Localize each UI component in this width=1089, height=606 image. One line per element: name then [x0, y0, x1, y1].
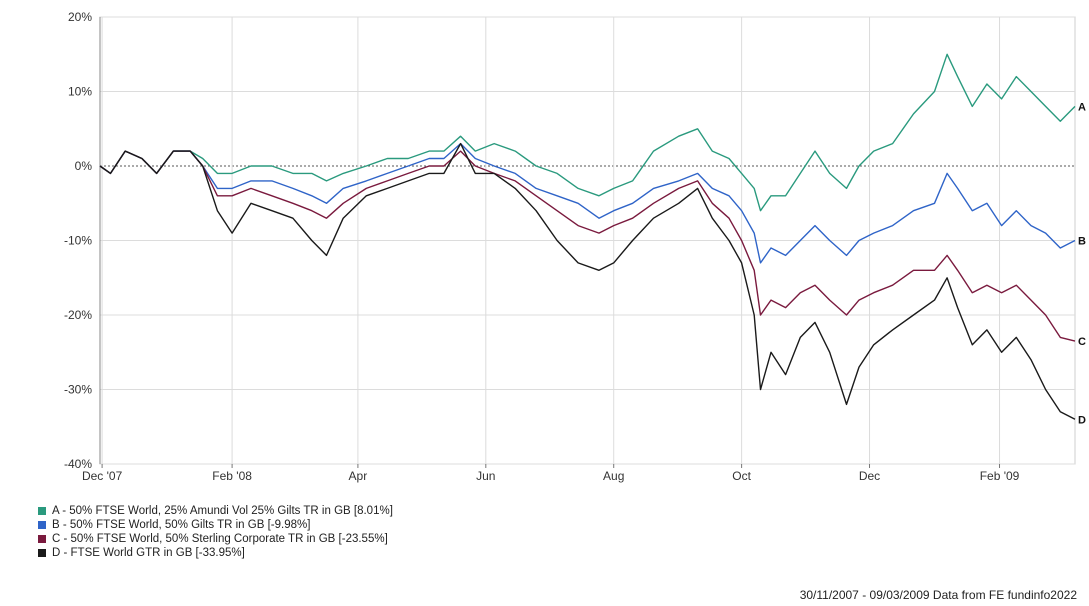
legend: A - 50% FTSE World, 25% Amundi Vol 25% G… — [38, 504, 393, 560]
y-tick-label: -40% — [64, 457, 92, 471]
legend-item-b[interactable]: B - 50% FTSE World, 50% Gilts TR in GB [… — [38, 518, 393, 532]
series-line-b — [99, 142, 1076, 264]
legend-label-b: B - 50% FTSE World, 50% Gilts TR in GB [… — [52, 519, 311, 531]
series-line-c — [99, 150, 1076, 342]
y-tick-label: -20% — [64, 308, 92, 322]
performance-line-chart: 20% 10% 0% -10% -20% -30% -40% Dec '07 Feb '08 A… — [64, 10, 1086, 483]
legend-swatch-c — [38, 535, 46, 543]
x-tick-label: Jun — [476, 469, 495, 483]
x-tick-label: Dec — [859, 469, 880, 483]
x-tick-label: Oct — [732, 469, 751, 483]
legend-item-a[interactable]: A - 50% FTSE World, 25% Amundi Vol 25% G… — [38, 504, 393, 518]
series-end-labels: A B C D — [1078, 101, 1086, 426]
x-tick-label: Feb '08 — [212, 469, 252, 483]
x-tick-label: Dec '07 — [82, 469, 123, 483]
x-tick-label: Aug — [603, 469, 624, 483]
y-axis: 20% 10% 0% -10% -20% -30% -40% — [64, 10, 101, 471]
legend-swatch-d — [38, 549, 46, 557]
series-line-a — [99, 53, 1076, 212]
y-tick-label: 0% — [75, 159, 93, 173]
legend-label-d: D - FTSE World GTR in GB [-33.95%] — [52, 547, 245, 559]
x-tick-label: Feb '09 — [980, 469, 1020, 483]
end-label-b: B — [1078, 236, 1086, 248]
y-tick-label: -10% — [64, 234, 92, 248]
end-label-c: C — [1078, 336, 1086, 348]
end-label-a: A — [1078, 101, 1086, 113]
x-tick-label: Apr — [349, 469, 368, 483]
legend-item-c[interactable]: C - 50% FTSE World, 50% Sterling Corpora… — [38, 532, 393, 546]
legend-label-a: A - 50% FTSE World, 25% Amundi Vol 25% G… — [52, 505, 393, 517]
y-tick-label: 10% — [68, 85, 92, 99]
y-tick-label: 20% — [68, 10, 92, 24]
end-label-d: D — [1078, 414, 1086, 426]
legend-swatch-b — [38, 521, 46, 529]
x-axis: Dec '07 Feb '08 Apr Jun Aug Oct Dec Feb '09 — [82, 464, 1020, 483]
legend-label-c: C - 50% FTSE World, 50% Sterling Corpora… — [52, 533, 388, 545]
grid-lines — [99, 16, 1076, 465]
series-line-d — [99, 142, 1076, 420]
series-lines — [99, 53, 1076, 420]
legend-swatch-a — [38, 507, 46, 515]
y-tick-label: -30% — [64, 383, 92, 397]
legend-item-d[interactable]: D - FTSE World GTR in GB [-33.95%] — [38, 546, 393, 560]
date-range-source-footer: 30/11/2007 - 09/03/2009 Data from FE fun… — [799, 588, 1077, 602]
